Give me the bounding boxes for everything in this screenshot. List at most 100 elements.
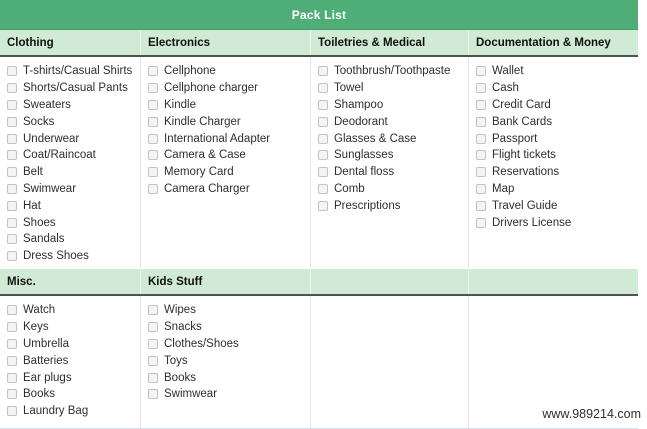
checklist-item[interactable]: Drivers License xyxy=(469,214,638,231)
checklist-item[interactable]: Sunglasses xyxy=(311,147,468,164)
checkbox[interactable] xyxy=(7,338,17,349)
checklist-item[interactable]: Cellphone xyxy=(141,63,310,80)
checklist-item[interactable]: T-shirts/Casual Shirts xyxy=(0,63,140,80)
checklist-item[interactable]: Camera Charger xyxy=(141,181,310,198)
checkbox[interactable] xyxy=(318,150,328,161)
checklist-item[interactable]: Credit Card xyxy=(469,97,638,114)
checkbox[interactable] xyxy=(7,150,17,161)
checkbox[interactable] xyxy=(318,116,328,127)
checklist-item[interactable]: Cash xyxy=(469,80,638,97)
checkbox[interactable] xyxy=(148,83,158,94)
checkbox[interactable] xyxy=(7,372,17,383)
checkbox[interactable] xyxy=(476,150,486,161)
checkbox[interactable] xyxy=(148,355,158,366)
checkbox[interactable] xyxy=(476,99,486,110)
checkbox[interactable] xyxy=(318,183,328,194)
checkbox[interactable] xyxy=(7,322,17,333)
checkbox[interactable] xyxy=(476,66,486,77)
checkbox[interactable] xyxy=(7,305,17,316)
checkbox[interactable] xyxy=(148,66,158,77)
checkbox[interactable] xyxy=(318,133,328,144)
checklist-item[interactable]: Flight tickets xyxy=(469,147,638,164)
checklist-item[interactable]: Kindle xyxy=(141,97,310,114)
checkbox[interactable] xyxy=(476,183,486,194)
checkbox[interactable] xyxy=(7,406,17,417)
checkbox[interactable] xyxy=(476,167,486,178)
checklist-item[interactable]: Toothbrush/Toothpaste xyxy=(311,63,468,80)
checklist-item[interactable]: Reservations xyxy=(469,164,638,181)
checkbox[interactable] xyxy=(7,66,17,77)
checkbox[interactable] xyxy=(7,355,17,366)
checklist-item[interactable]: Belt xyxy=(0,164,140,181)
checklist-item[interactable]: Toys xyxy=(141,352,310,369)
checkbox[interactable] xyxy=(148,338,158,349)
checklist-item[interactable]: Snacks xyxy=(141,319,310,336)
checklist-item[interactable]: Kindle Charger xyxy=(141,113,310,130)
checklist-item[interactable]: Towel xyxy=(311,80,468,97)
checkbox[interactable] xyxy=(318,83,328,94)
checkbox[interactable] xyxy=(476,217,486,228)
checklist-item[interactable]: Deodorant xyxy=(311,113,468,130)
checklist-item[interactable]: Glasses & Case xyxy=(311,130,468,147)
checklist-item[interactable]: Batteries xyxy=(0,352,140,369)
checkbox[interactable] xyxy=(148,116,158,127)
checklist-item[interactable]: Swimwear xyxy=(141,386,310,403)
checklist-item[interactable]: Laundry Bag xyxy=(0,403,140,420)
checkbox[interactable] xyxy=(7,133,17,144)
checklist-item[interactable]: Wallet xyxy=(469,63,638,80)
checkbox[interactable] xyxy=(476,116,486,127)
checkbox[interactable] xyxy=(148,305,158,316)
checklist-item[interactable]: Books xyxy=(0,386,140,403)
checklist-item[interactable]: Travel Guide xyxy=(469,197,638,214)
checkbox[interactable] xyxy=(7,99,17,110)
checkbox[interactable] xyxy=(148,322,158,333)
checklist-item[interactable]: Dental floss xyxy=(311,164,468,181)
checklist-item[interactable]: Socks xyxy=(0,113,140,130)
checkbox[interactable] xyxy=(7,234,17,245)
checkbox[interactable] xyxy=(148,372,158,383)
checkbox[interactable] xyxy=(7,217,17,228)
checklist-item[interactable]: Hat xyxy=(0,197,140,214)
checklist-item[interactable]: Bank Cards xyxy=(469,113,638,130)
checkbox[interactable] xyxy=(476,200,486,211)
checklist-item[interactable]: Underwear xyxy=(0,130,140,147)
checklist-item[interactable]: Map xyxy=(469,181,638,198)
checkbox[interactable] xyxy=(318,99,328,110)
checkbox[interactable] xyxy=(318,66,328,77)
checkbox[interactable] xyxy=(148,389,158,400)
checklist-item[interactable]: Dress Shoes xyxy=(0,248,140,265)
checklist-item[interactable]: Shoes xyxy=(0,214,140,231)
checklist-item[interactable]: Prescriptions xyxy=(311,197,468,214)
checklist-item[interactable]: Ear plugs xyxy=(0,369,140,386)
checklist-item[interactable]: Watch xyxy=(0,302,140,319)
checkbox[interactable] xyxy=(148,167,158,178)
checkbox[interactable] xyxy=(148,133,158,144)
checklist-item[interactable]: Shorts/Casual Pants xyxy=(0,80,140,97)
checkbox[interactable] xyxy=(7,167,17,178)
checklist-item[interactable]: Wipes xyxy=(141,302,310,319)
checklist-item[interactable]: Sweaters xyxy=(0,97,140,114)
checkbox[interactable] xyxy=(7,389,17,400)
checkbox[interactable] xyxy=(7,83,17,94)
checklist-item[interactable]: Books xyxy=(141,369,310,386)
checkbox[interactable] xyxy=(318,200,328,211)
checkbox[interactable] xyxy=(148,150,158,161)
checklist-item[interactable]: International Adapter xyxy=(141,130,310,147)
checkbox[interactable] xyxy=(7,251,17,262)
checklist-item[interactable]: Umbrella xyxy=(0,336,140,353)
checkbox[interactable] xyxy=(7,200,17,211)
checklist-item[interactable]: Swimwear xyxy=(0,181,140,198)
checkbox[interactable] xyxy=(7,183,17,194)
checklist-item[interactable]: Comb xyxy=(311,181,468,198)
checklist-item[interactable]: Cellphone charger xyxy=(141,80,310,97)
checkbox[interactable] xyxy=(476,83,486,94)
checklist-item[interactable]: Camera & Case xyxy=(141,147,310,164)
checkbox[interactable] xyxy=(476,133,486,144)
checklist-item[interactable]: Clothes/Shoes xyxy=(141,336,310,353)
checklist-item[interactable]: Passport xyxy=(469,130,638,147)
checklist-item[interactable]: Shampoo xyxy=(311,97,468,114)
checkbox[interactable] xyxy=(7,116,17,127)
checklist-item[interactable]: Memory Card xyxy=(141,164,310,181)
checklist-item[interactable]: Coat/Raincoat xyxy=(0,147,140,164)
checklist-item[interactable]: Sandals xyxy=(0,231,140,248)
